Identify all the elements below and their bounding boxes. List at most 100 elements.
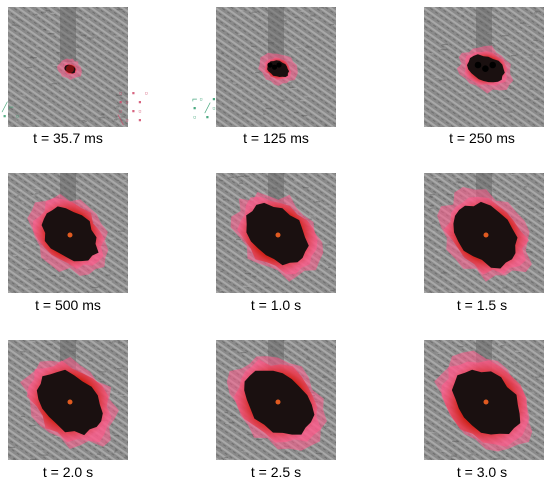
fabric-fiber	[270, 82, 274, 84]
fabric-fiber	[299, 99, 306, 102]
fabric-fiber	[531, 434, 535, 436]
burn-frame-image-5	[216, 173, 336, 293]
fabric-fiber	[12, 458, 16, 460]
fabric-fiber	[80, 119, 83, 121]
fabric-fiber	[486, 100, 489, 102]
fabric-fiber	[324, 205, 331, 207]
burn-hole	[489, 61, 496, 69]
fabric-fiber	[87, 37, 94, 39]
fabric-fiber	[117, 119, 120, 121]
fabric-fiber	[251, 275, 257, 277]
fabric-fiber	[331, 380, 336, 383]
fabric-fiber	[515, 71, 521, 73]
fabric-fiber	[449, 290, 455, 292]
fabric-fiber	[318, 263, 321, 265]
fabric-fiber	[510, 173, 518, 175]
fabric-fiber	[310, 15, 315, 17]
fabric-fiber	[99, 117, 105, 119]
fabric-fiber	[47, 33, 55, 35]
fabric-fiber	[127, 440, 128, 442]
fabric-fiber	[84, 120, 87, 122]
fabric-fiber	[455, 176, 460, 178]
fabric-fiber	[76, 46, 82, 48]
burn-frame-4	[8, 173, 128, 293]
fabric-fiber	[69, 89, 76, 91]
fabric-fiber	[221, 180, 224, 182]
fabric-fiber	[519, 372, 524, 374]
fabric-fiber	[46, 29, 50, 31]
fabric-fiber	[22, 266, 27, 268]
fabric-fiber	[304, 349, 308, 351]
fabric-fiber	[278, 455, 282, 457]
fabric-fiber	[476, 94, 480, 96]
fabric-fiber	[244, 261, 250, 263]
fabric-fiber	[8, 18, 11, 20]
fabric-fiber	[528, 60, 532, 62]
fabric-fiber	[527, 24, 530, 27]
fabric-fiber	[13, 255, 17, 257]
fabric-fiber	[519, 22, 524, 24]
fabric-fiber	[304, 96, 310, 98]
fabric-fiber	[326, 246, 330, 248]
fabric-fiber	[461, 15, 464, 17]
fabric-fiber	[19, 219, 26, 221]
fabric-fiber	[43, 188, 47, 190]
burn-frame-image-9	[424, 340, 544, 460]
fabric-fiber	[268, 42, 275, 44]
fabric-fiber	[294, 16, 298, 18]
fabric-fiber	[41, 74, 44, 76]
fabric-fiber	[532, 414, 539, 416]
fabric-fiber	[334, 117, 336, 120]
fabric-fiber	[334, 216, 336, 218]
fabric-fiber	[116, 9, 123, 11]
fabric-fiber	[514, 350, 521, 352]
fabric-fiber	[100, 381, 104, 383]
fabric-fiber	[125, 285, 128, 287]
fabric-fiber	[41, 454, 48, 456]
fabric-fiber	[458, 91, 466, 94]
fabric-fiber	[260, 84, 265, 86]
fabric-fiber	[294, 112, 298, 114]
fabric-fiber	[322, 376, 328, 378]
fabric-fiber	[502, 35, 509, 37]
burn-frame-6	[424, 173, 544, 293]
burn-frame-image-1	[8, 7, 128, 127]
fabric-fiber	[333, 374, 336, 376]
fabric-fiber	[123, 179, 127, 181]
fabric-fiber	[512, 70, 518, 72]
charred-area	[267, 60, 290, 77]
fabric-fiber	[27, 66, 32, 69]
fabric-fiber	[428, 437, 432, 439]
fabric-fiber	[528, 207, 534, 209]
fabric-fiber	[239, 9, 244, 12]
fabric-fiber	[534, 213, 538, 215]
fabric-fiber	[14, 100, 20, 102]
fabric-fiber	[114, 434, 119, 437]
fabric-fiber	[116, 106, 119, 108]
fabric-fiber	[122, 394, 125, 396]
fabric-fiber	[88, 276, 95, 278]
fabric-fiber	[106, 274, 111, 276]
fabric-fiber	[22, 202, 25, 204]
time-label-7: t = 2.0 s	[42, 464, 94, 480]
fabric-fiber	[123, 457, 128, 459]
fabric-fiber	[459, 346, 464, 348]
fabric-fiber	[240, 352, 247, 354]
fabric-fiber	[523, 55, 531, 57]
fabric-fiber	[50, 195, 58, 197]
fabric-fiber	[31, 195, 35, 197]
fabric-fiber	[331, 42, 336, 44]
burn-frame-1	[8, 7, 128, 127]
fabric-fiber	[56, 51, 60, 54]
fabric-fiber	[505, 455, 509, 457]
fabric-fiber	[232, 82, 237, 84]
fabric-fiber	[47, 343, 54, 345]
fabric-fiber	[105, 454, 111, 456]
fabric-fiber	[40, 11, 46, 13]
fabric-fiber	[249, 283, 253, 285]
fabric-fiber	[522, 442, 527, 444]
fabric-fiber	[108, 237, 115, 239]
burn-frame-image-2	[216, 7, 336, 127]
time-label-3: t = 250 ms	[449, 130, 515, 146]
burn-hole	[271, 64, 278, 70]
